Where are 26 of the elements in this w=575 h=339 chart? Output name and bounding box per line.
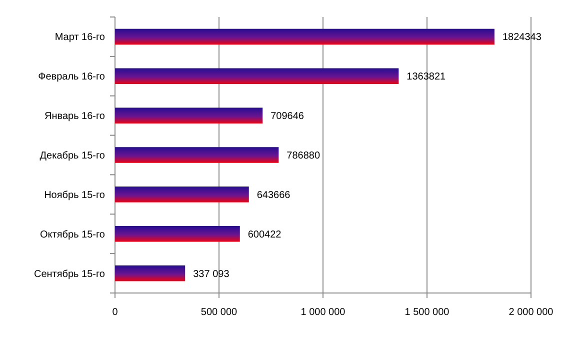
y-tick-label: Сентябрь 15-го (34, 268, 106, 280)
bar (115, 28, 494, 45)
y-tick-label: Ноябрь 15-го (44, 190, 106, 201)
data-label: 337 093 (193, 268, 230, 280)
data-label: 709646 (270, 111, 304, 122)
y-tick-label: Декабрь 15-го (40, 150, 106, 162)
y-tick-label: Октябрь 15-го (40, 229, 106, 240)
y-tick-label: Март 16-го (54, 32, 106, 44)
data-label: 643666 (256, 190, 291, 201)
bar (115, 147, 279, 163)
x-tick-label: 500 000 (200, 307, 238, 318)
bar (115, 108, 263, 124)
bar (115, 68, 399, 84)
y-tick-label: Февраль 16-го (38, 72, 106, 83)
bar (115, 226, 240, 242)
x-tick-label: 2 000 000 (508, 307, 554, 318)
data-label: 1363821 (406, 72, 446, 83)
x-tick-label: 1 000 000 (300, 307, 346, 318)
data-label: 600422 (248, 229, 282, 240)
x-tick-label: 0 (112, 307, 118, 318)
data-label: 786880 (286, 150, 320, 162)
bar (115, 265, 186, 282)
bar (115, 186, 249, 202)
data-label: 1824343 (502, 32, 542, 44)
x-tick-label: 1 500 000 (404, 307, 450, 318)
y-tick-label: Январь 16-го (44, 111, 106, 122)
